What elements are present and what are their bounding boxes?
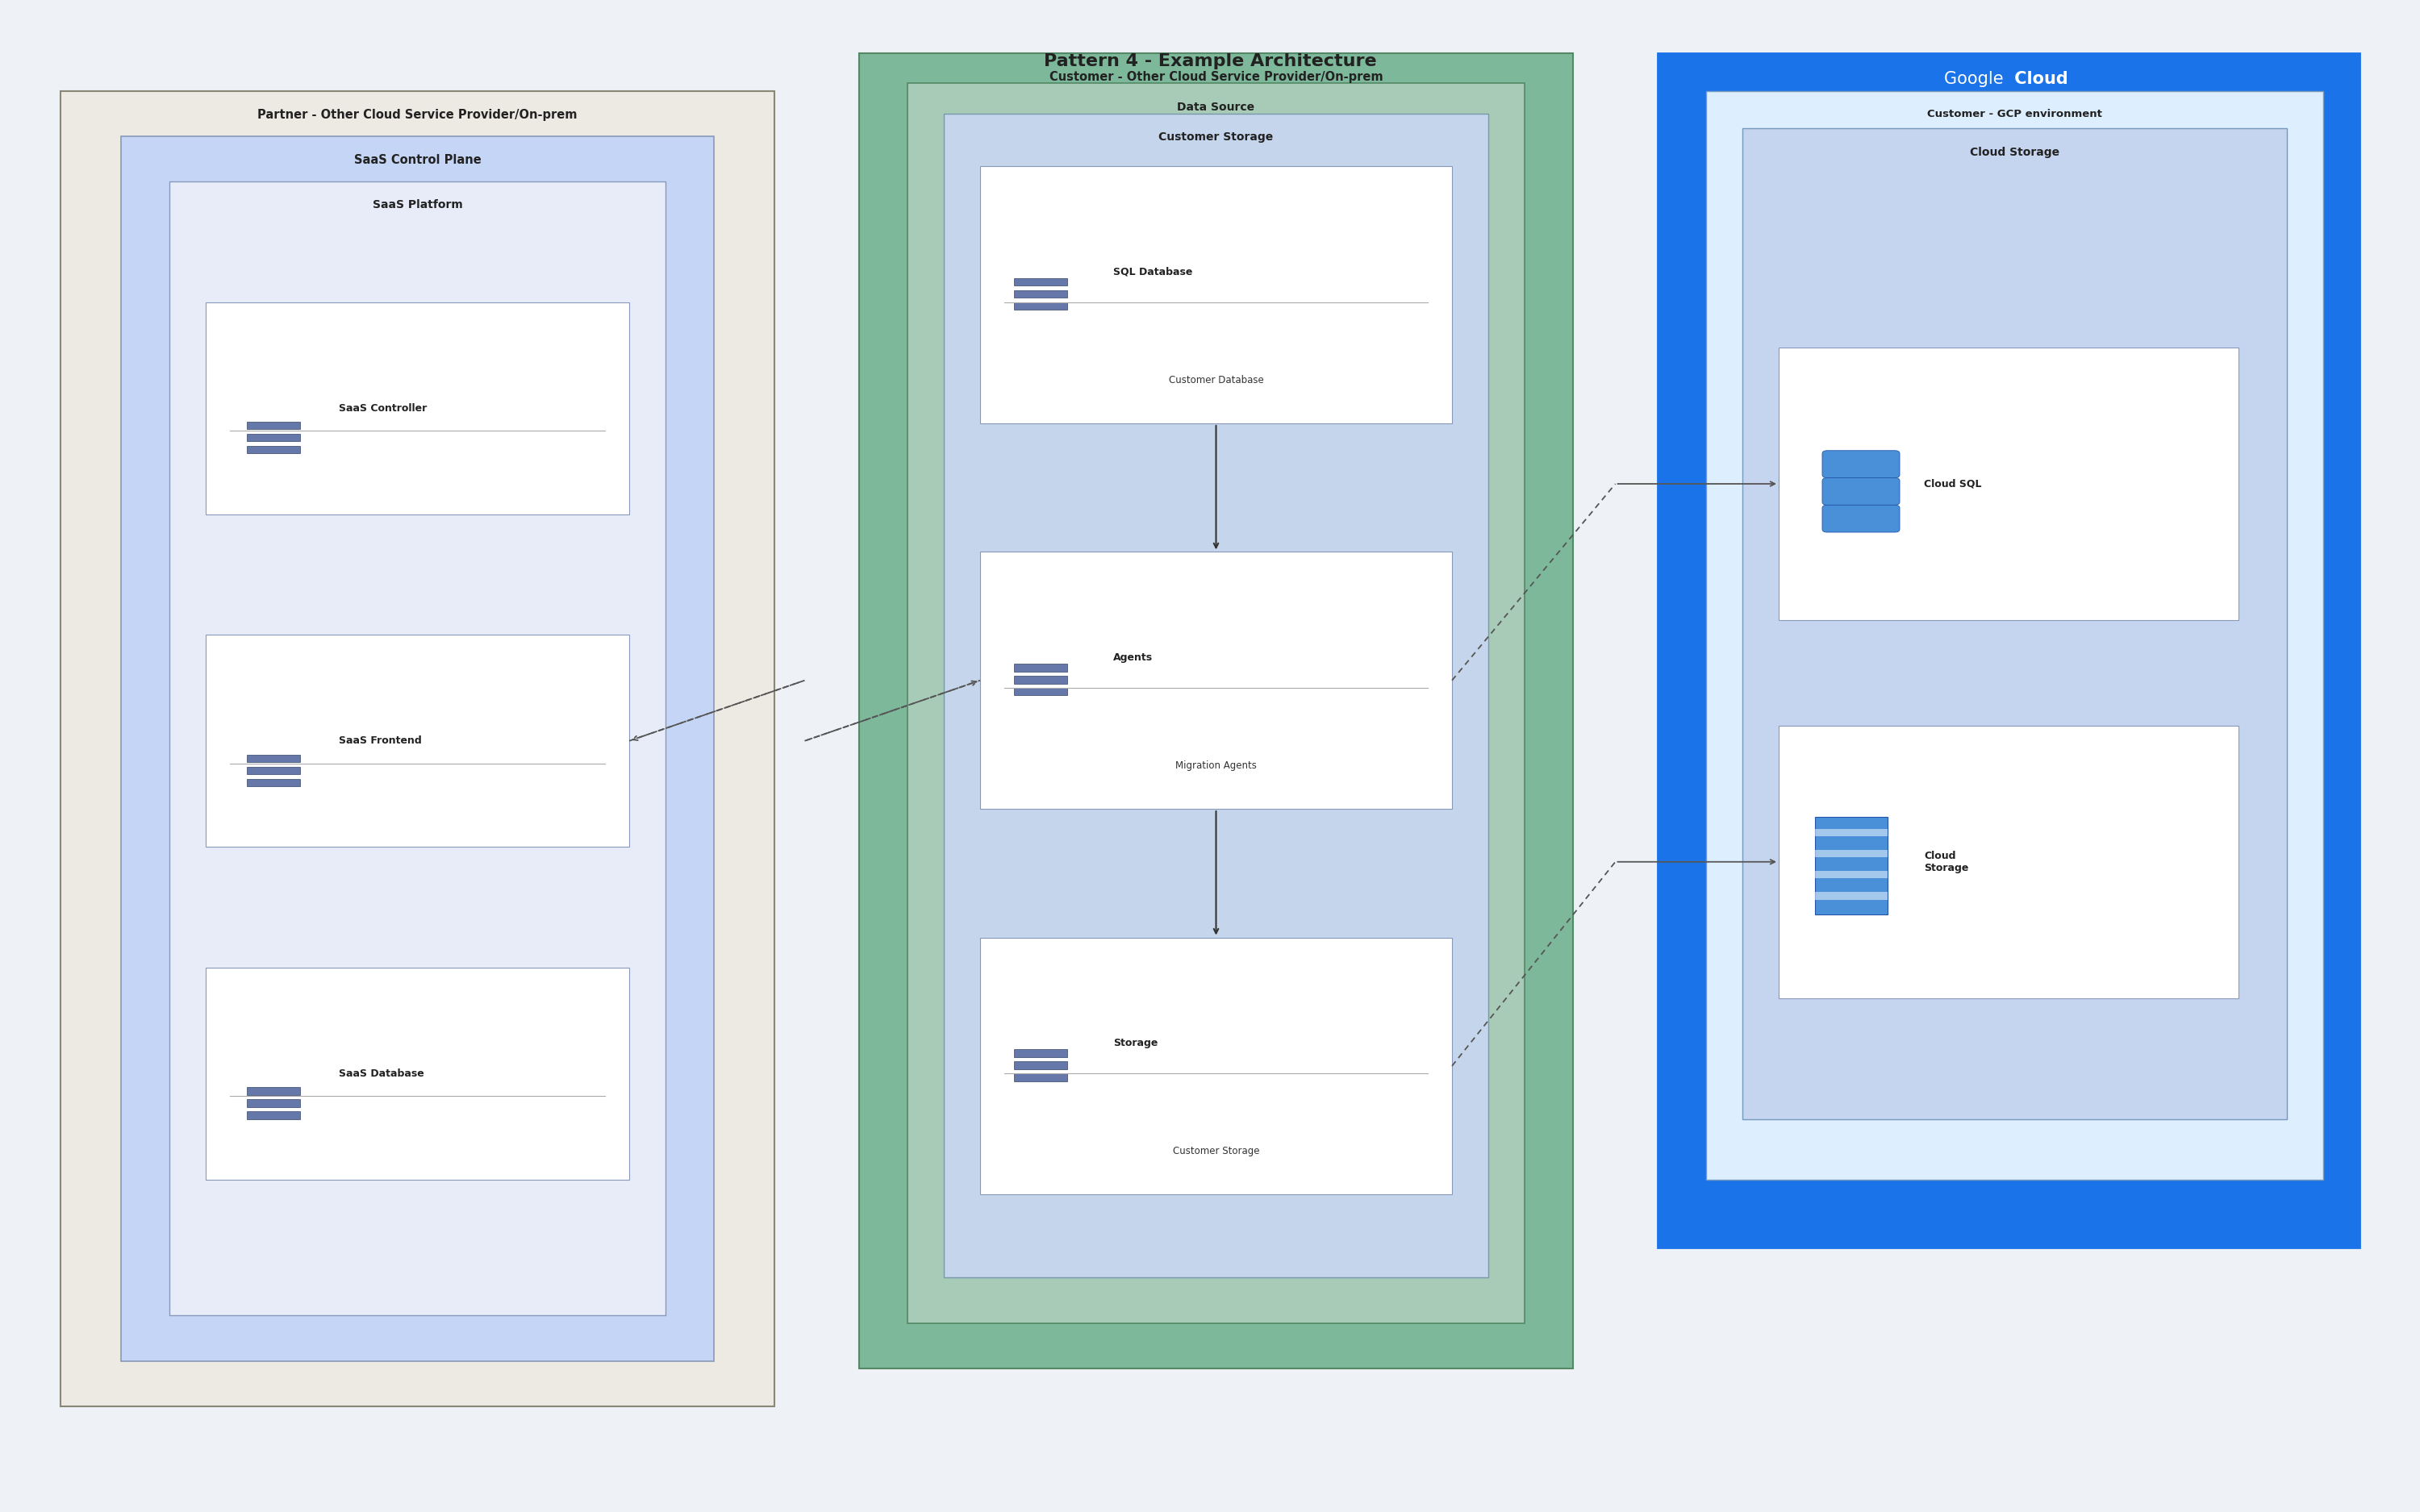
Bar <box>247 754 300 762</box>
Text: Customer Database: Customer Database <box>1169 375 1263 386</box>
Bar <box>1014 1049 1067 1057</box>
Text: Cloud Storage: Cloud Storage <box>1970 147 2059 157</box>
Bar <box>1014 1074 1067 1081</box>
Text: Data Source: Data Source <box>1176 101 1256 112</box>
FancyBboxPatch shape <box>908 83 1525 1323</box>
FancyBboxPatch shape <box>1815 816 1888 915</box>
Text: Customer - Other Cloud Service Provider/On-prem: Customer - Other Cloud Service Provider/… <box>1050 71 1382 83</box>
FancyBboxPatch shape <box>980 552 1452 809</box>
Text: Cloud: Cloud <box>2009 71 2069 88</box>
Text: Customer Storage: Customer Storage <box>1174 1146 1258 1157</box>
Text: Cloud SQL: Cloud SQL <box>1924 479 1982 488</box>
FancyBboxPatch shape <box>1822 451 1900 478</box>
Bar <box>1815 829 1888 836</box>
Text: Cloud
Storage: Cloud Storage <box>1924 851 1967 872</box>
Text: SaaS Controller: SaaS Controller <box>339 404 426 413</box>
Bar <box>247 446 300 454</box>
FancyBboxPatch shape <box>1779 348 2238 620</box>
Text: Pattern 4 - Example Architecture: Pattern 4 - Example Architecture <box>1043 53 1377 70</box>
FancyBboxPatch shape <box>1822 478 1900 505</box>
Bar <box>1014 1061 1067 1069</box>
Text: Migration Agents: Migration Agents <box>1176 761 1256 771</box>
Text: SaaS Platform: SaaS Platform <box>373 200 462 210</box>
FancyBboxPatch shape <box>944 113 1488 1278</box>
Bar <box>1815 871 1888 878</box>
Bar <box>1815 892 1888 900</box>
Text: SaaS Control Plane: SaaS Control Plane <box>353 154 482 166</box>
Bar <box>247 1099 300 1107</box>
FancyBboxPatch shape <box>206 302 629 514</box>
Bar <box>247 1087 300 1095</box>
Bar <box>1014 688 1067 696</box>
Text: Customer Storage: Customer Storage <box>1159 132 1273 142</box>
FancyBboxPatch shape <box>1779 726 2238 998</box>
FancyBboxPatch shape <box>206 968 629 1179</box>
Text: Storage: Storage <box>1113 1039 1157 1048</box>
Bar <box>1014 676 1067 683</box>
FancyBboxPatch shape <box>859 53 1573 1368</box>
Text: SaaS Database: SaaS Database <box>339 1069 424 1078</box>
Text: Customer - GCP environment: Customer - GCP environment <box>1926 109 2103 119</box>
Bar <box>247 767 300 774</box>
Bar <box>1014 664 1067 671</box>
Bar <box>247 779 300 786</box>
FancyBboxPatch shape <box>1742 129 2287 1119</box>
FancyBboxPatch shape <box>206 635 629 847</box>
FancyBboxPatch shape <box>980 937 1452 1194</box>
Bar <box>247 422 300 429</box>
Text: SQL Database: SQL Database <box>1113 268 1193 277</box>
Bar <box>247 1111 300 1119</box>
FancyBboxPatch shape <box>121 136 714 1361</box>
FancyBboxPatch shape <box>169 181 666 1315</box>
Text: Agents: Agents <box>1113 653 1152 662</box>
Bar <box>1014 290 1067 298</box>
Text: Partner - Other Cloud Service Provider/On-prem: Partner - Other Cloud Service Provider/O… <box>257 109 578 121</box>
Bar <box>1014 278 1067 286</box>
Text: Google: Google <box>1943 71 2009 88</box>
FancyBboxPatch shape <box>60 91 774 1406</box>
Bar <box>1014 302 1067 310</box>
Bar <box>247 434 300 442</box>
Bar <box>1815 850 1888 857</box>
FancyBboxPatch shape <box>1658 53 2360 1247</box>
FancyBboxPatch shape <box>980 166 1452 423</box>
Text: SaaS Frontend: SaaS Frontend <box>339 736 421 745</box>
FancyBboxPatch shape <box>1822 505 1900 532</box>
FancyBboxPatch shape <box>1706 91 2323 1179</box>
